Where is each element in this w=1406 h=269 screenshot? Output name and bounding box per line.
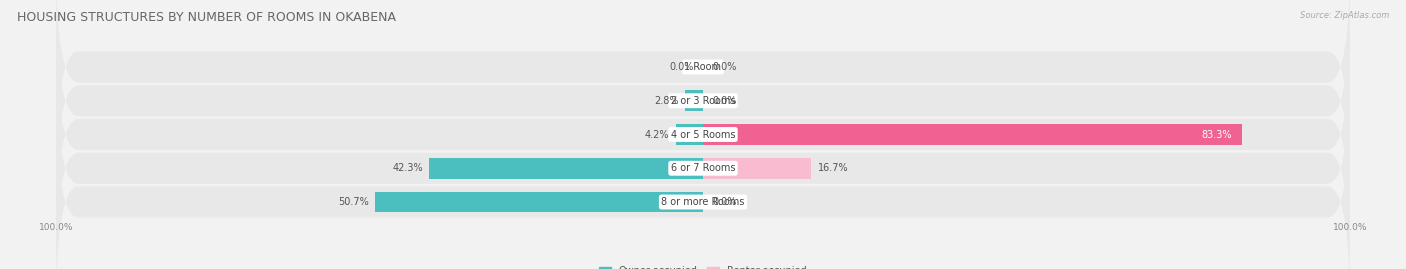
Text: 4 or 5 Rooms: 4 or 5 Rooms: [671, 129, 735, 140]
Text: 2 or 3 Rooms: 2 or 3 Rooms: [671, 96, 735, 106]
Text: 1 Room: 1 Room: [685, 62, 721, 72]
Text: Source: ZipAtlas.com: Source: ZipAtlas.com: [1299, 11, 1389, 20]
Text: 0.0%: 0.0%: [713, 197, 737, 207]
FancyBboxPatch shape: [56, 32, 1350, 237]
Legend: Owner-occupied, Renter-occupied: Owner-occupied, Renter-occupied: [599, 266, 807, 269]
Text: 16.7%: 16.7%: [817, 163, 848, 173]
FancyBboxPatch shape: [56, 66, 1350, 269]
Text: 50.7%: 50.7%: [337, 197, 368, 207]
Text: 2.8%: 2.8%: [654, 96, 679, 106]
FancyBboxPatch shape: [56, 0, 1350, 170]
Text: 0.0%: 0.0%: [713, 62, 737, 72]
Bar: [375, 192, 703, 213]
Bar: [676, 124, 703, 145]
Text: 6 or 7 Rooms: 6 or 7 Rooms: [671, 163, 735, 173]
Text: 42.3%: 42.3%: [392, 163, 423, 173]
Text: 0.0%: 0.0%: [713, 96, 737, 106]
Bar: [685, 90, 703, 111]
Text: 83.3%: 83.3%: [1202, 129, 1232, 140]
Text: 0.0%: 0.0%: [669, 62, 693, 72]
Text: 8 or more Rooms: 8 or more Rooms: [661, 197, 745, 207]
Text: HOUSING STRUCTURES BY NUMBER OF ROOMS IN OKABENA: HOUSING STRUCTURES BY NUMBER OF ROOMS IN…: [17, 11, 396, 24]
FancyBboxPatch shape: [56, 0, 1350, 203]
Bar: [703, 158, 811, 179]
FancyBboxPatch shape: [56, 99, 1350, 269]
Text: 4.2%: 4.2%: [645, 129, 669, 140]
Bar: [429, 158, 703, 179]
Bar: [703, 124, 1241, 145]
